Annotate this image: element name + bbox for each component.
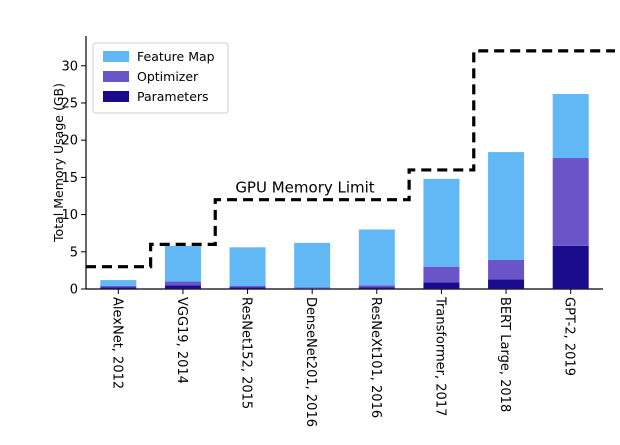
legend-label: Optimizer	[137, 69, 199, 84]
bar-optimizer	[164, 281, 201, 286]
bar-optimizer	[294, 287, 331, 289]
legend-label: Parameters	[137, 89, 209, 104]
bar-parameters	[552, 245, 589, 289]
bar-parameters	[423, 282, 460, 289]
gpu-limit-label: GPU Memory Limit	[235, 179, 374, 197]
x-tick-label: AlexNet, 2012	[109, 297, 124, 389]
bar-feature-map	[423, 178, 460, 267]
legend-swatch	[103, 91, 129, 102]
bar-feature-map	[294, 242, 331, 288]
legend-swatch	[103, 71, 129, 82]
bar-optimizer	[100, 286, 137, 288]
x-tick-label: DenseNet201, 2016	[303, 297, 318, 427]
bar-parameters	[100, 287, 137, 289]
bar-parameters	[229, 287, 266, 289]
bar-optimizer	[488, 259, 525, 280]
gpu-limit-line: GPU Memory Limit	[86, 49, 615, 269]
bar-feature-map	[488, 152, 525, 260]
x-tick-label: Transformer, 2017	[432, 296, 447, 416]
bar-feature-map	[358, 229, 395, 286]
x-tick-label: ResNeXt101, 2016	[368, 297, 383, 418]
y-axis-label: Total Memory Usage (GB)	[51, 83, 66, 243]
bar-parameters	[294, 288, 331, 289]
x-tick-label: GPT-2, 2019	[562, 297, 577, 376]
bar-optimizer	[229, 286, 266, 288]
x-tick-label: BERT Large, 2018	[497, 297, 512, 412]
y-tick-label: 20	[61, 134, 78, 149]
gpu-limit-step-line	[86, 49, 615, 269]
bar-optimizer	[358, 285, 395, 288]
y-tick-label: 30	[61, 59, 78, 74]
y-tick-label: 15	[61, 171, 78, 186]
y-tick-label: 0	[70, 283, 78, 298]
legend-label: Feature Map	[137, 49, 215, 64]
axes: 0 5 10 15 20 25 30 Total Memory Usage (GB) AlexN…	[51, 36, 603, 427]
bar-feature-map	[100, 280, 137, 287]
bar-parameters	[358, 287, 395, 289]
x-tick-label: VGG19, 2014	[174, 297, 189, 384]
bars	[100, 94, 589, 289]
legend-swatch	[103, 51, 129, 62]
legend: Feature Map Optimizer Parameters	[92, 42, 229, 114]
y-tick-label: 25	[61, 96, 78, 111]
bar-parameters	[164, 285, 201, 289]
bar-feature-map	[164, 245, 201, 282]
bar-parameters	[488, 279, 525, 289]
bar-optimizer	[423, 266, 460, 283]
x-tick-label: ResNet152, 2015	[239, 297, 254, 409]
bar-feature-map	[552, 94, 589, 159]
y-tick-label: 10	[61, 208, 78, 223]
bar-optimizer	[552, 158, 589, 246]
bar-feature-map	[229, 247, 266, 287]
y-tick-label: 5	[70, 245, 78, 260]
